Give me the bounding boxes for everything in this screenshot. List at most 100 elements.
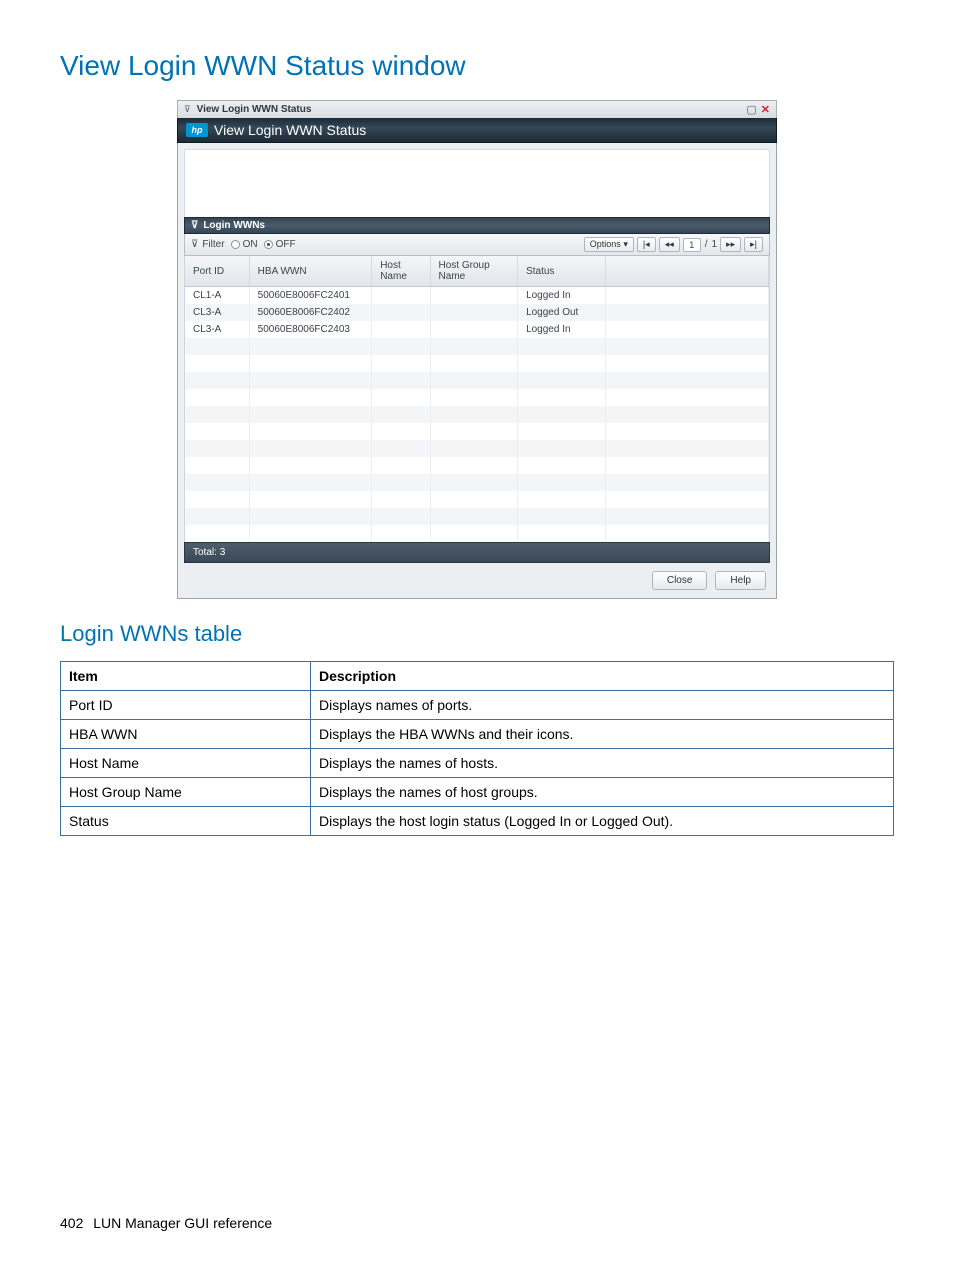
- help-button[interactable]: Help: [715, 571, 766, 590]
- cell-hba-wwn: [249, 440, 372, 457]
- cell-host-name: [372, 423, 430, 440]
- col-spacer: [605, 256, 768, 287]
- table-row: [185, 389, 769, 406]
- filter-collapse-icon[interactable]: ⊽: [191, 239, 198, 250]
- window-titlebar: ⊽ View Login WWN Status ▢ ✕: [177, 100, 777, 118]
- table-row[interactable]: CL3-A50060E8006FC2402Logged Out: [185, 304, 769, 321]
- maximize-icon[interactable]: ▢: [746, 103, 756, 116]
- cell-host-group-name: [430, 508, 518, 525]
- cell-hba-wwn: [249, 389, 372, 406]
- col-status[interactable]: Status: [518, 256, 606, 287]
- table-row: [185, 525, 769, 542]
- pager-prev-button[interactable]: ◂◂: [659, 237, 680, 252]
- desc-item: Host Group Name: [61, 778, 311, 807]
- table-row: [185, 440, 769, 457]
- cell-host-name: [372, 389, 430, 406]
- cell-status: [518, 389, 606, 406]
- cell-spacer: [605, 406, 768, 423]
- cell-host-name: [372, 304, 430, 321]
- desc-row: Host NameDisplays the names of hosts.: [61, 749, 894, 778]
- cell-spacer: [605, 440, 768, 457]
- hp-logo-icon: hp: [186, 123, 208, 137]
- filter-on-label: ON: [243, 239, 258, 250]
- desc-row: Host Group NameDisplays the names of hos…: [61, 778, 894, 807]
- pager-page-input[interactable]: 1: [683, 238, 701, 252]
- window-header-text: View Login WWN Status: [214, 122, 366, 138]
- cell-host-name: [372, 525, 430, 542]
- grid-header-row: Port ID HBA WWN Host Name Host Group Nam…: [185, 256, 769, 287]
- cell-hba-wwn: [249, 406, 372, 423]
- desc-row: StatusDisplays the host login status (Lo…: [61, 807, 894, 836]
- table-row[interactable]: CL3-A50060E8006FC2403Logged In: [185, 321, 769, 338]
- cell-status: [518, 474, 606, 491]
- cell-hba-wwn: [249, 423, 372, 440]
- desc-description: Displays the host login status (Logged I…: [311, 807, 894, 836]
- close-icon[interactable]: ✕: [761, 103, 770, 116]
- desc-description: Displays the HBA WWNs and their icons.: [311, 720, 894, 749]
- cell-hba-wwn: [249, 491, 372, 508]
- cell-port-id: [185, 440, 249, 457]
- pager-total-pages: 1: [712, 239, 718, 250]
- cell-port-id: CL3-A: [185, 304, 249, 321]
- page-title: View Login WWN Status window: [60, 50, 894, 82]
- cell-host-name: [372, 406, 430, 423]
- desc-item: Host Name: [61, 749, 311, 778]
- table-row: [185, 406, 769, 423]
- desc-description: Displays the names of host groups.: [311, 778, 894, 807]
- filter-off-radio[interactable]: [264, 240, 273, 249]
- cell-host-group-name: [430, 321, 518, 338]
- description-table: Item Description Port IDDisplays names o…: [60, 661, 894, 836]
- filter-on-radio[interactable]: [231, 240, 240, 249]
- cell-status: [518, 423, 606, 440]
- col-hba-wwn[interactable]: HBA WWN: [249, 256, 372, 287]
- pager-first-button[interactable]: |◂: [637, 237, 656, 252]
- footer-text: LUN Manager GUI reference: [93, 1215, 272, 1231]
- cell-port-id: [185, 457, 249, 474]
- cell-spacer: [605, 321, 768, 338]
- pager-last-button[interactable]: ▸|: [744, 237, 763, 252]
- table-row: [185, 355, 769, 372]
- cell-status: [518, 525, 606, 542]
- collapse-icon[interactable]: ⊽: [184, 104, 191, 115]
- footer-page-number: 402: [60, 1215, 83, 1231]
- col-host-group-name[interactable]: Host Group Name: [430, 256, 518, 287]
- window-blank-area: [184, 149, 770, 217]
- section-collapse-icon[interactable]: ⊽: [191, 220, 198, 231]
- cell-host-group-name: [430, 474, 518, 491]
- cell-hba-wwn: 50060E8006FC2403: [249, 321, 372, 338]
- cell-hba-wwn: 50060E8006FC2402: [249, 304, 372, 321]
- cell-hba-wwn: 50060E8006FC2401: [249, 287, 372, 305]
- total-label: Total:: [193, 547, 217, 558]
- cell-host-group-name: [430, 287, 518, 305]
- total-value: 3: [220, 547, 226, 558]
- options-button[interactable]: Options ▾: [584, 237, 634, 252]
- desc-item: HBA WWN: [61, 720, 311, 749]
- desc-row: HBA WWNDisplays the HBA WWNs and their i…: [61, 720, 894, 749]
- cell-host-name: [372, 508, 430, 525]
- close-button[interactable]: Close: [652, 571, 708, 590]
- pager-next-button[interactable]: ▸▸: [720, 237, 741, 252]
- cell-hba-wwn: [249, 355, 372, 372]
- cell-spacer: [605, 491, 768, 508]
- options-label: Options: [590, 239, 621, 249]
- table-row[interactable]: CL1-A50060E8006FC2401Logged In: [185, 287, 769, 305]
- cell-host-name: [372, 338, 430, 355]
- col-host-name[interactable]: Host Name: [372, 256, 430, 287]
- col-port-id[interactable]: Port ID: [185, 256, 249, 287]
- cell-spacer: [605, 423, 768, 440]
- cell-hba-wwn: [249, 338, 372, 355]
- cell-status: [518, 372, 606, 389]
- login-wwns-grid: Port ID HBA WWN Host Name Host Group Nam…: [184, 256, 770, 542]
- cell-host-name: [372, 287, 430, 305]
- cell-hba-wwn: [249, 372, 372, 389]
- cell-port-id: CL1-A: [185, 287, 249, 305]
- cell-host-group-name: [430, 372, 518, 389]
- filter-label: Filter: [202, 239, 224, 250]
- cell-spacer: [605, 389, 768, 406]
- desc-header-row: Item Description: [61, 662, 894, 691]
- desc-description: Displays the names of hosts.: [311, 749, 894, 778]
- desc-description: Displays names of ports.: [311, 691, 894, 720]
- cell-spacer: [605, 355, 768, 372]
- cell-spacer: [605, 304, 768, 321]
- cell-status: Logged In: [518, 321, 606, 338]
